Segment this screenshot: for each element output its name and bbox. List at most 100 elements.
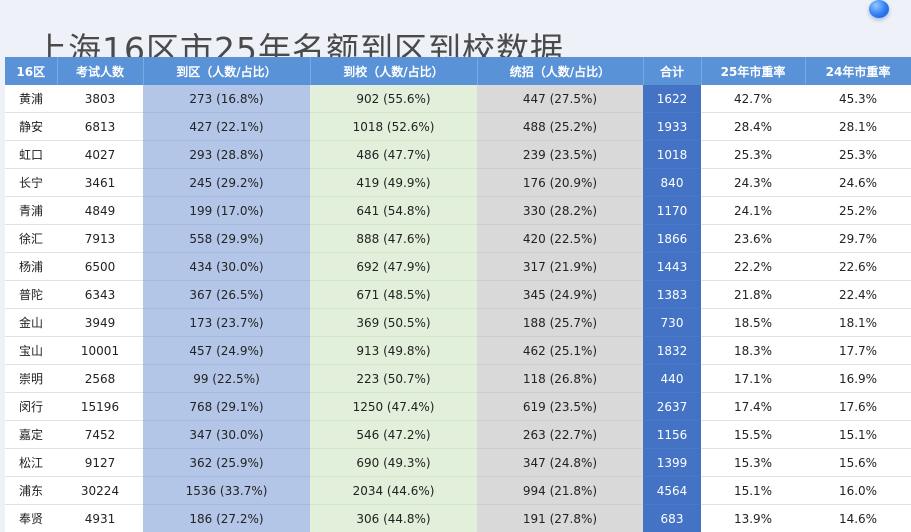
table-body: 黄浦 3803 273 (16.8%) 902 (55.6%) 447 (27.5%) 1… (5, 85, 911, 532)
rate-24-cell: 24.6% (805, 168, 911, 197)
unified-cell: 191 (27.8%) (477, 504, 643, 532)
table-row: 杨浦 6500 434 (30.0%) 692 (47.9%) 317 (21.9%) 1… (5, 252, 911, 281)
district-cell: 崇明 (5, 364, 57, 393)
unified-cell: 239 (23.5%) (477, 140, 643, 169)
district-cell: 宝山 (5, 336, 57, 365)
to-school-cell: 671 (48.5%) (310, 280, 477, 309)
district-cell: 黄浦 (5, 85, 57, 113)
table-header-row: 16区 考试人数 到区（人数/占比） 到校（人数/占比） 统招（人数/占比） 合… (5, 57, 911, 85)
to-school-cell: 641 (54.8%) (310, 196, 477, 225)
to-district-cell: 293 (28.8%) (143, 140, 310, 169)
to-district-cell: 362 (25.9%) (143, 448, 310, 477)
to-school-cell: 369 (50.5%) (310, 308, 477, 337)
to-district-cell: 457 (24.9%) (143, 336, 310, 365)
unified-cell: 447 (27.5%) (477, 85, 643, 113)
total-cell: 1443 (643, 252, 701, 281)
unified-cell: 619 (23.5%) (477, 392, 643, 421)
rate-25-cell: 15.1% (701, 476, 805, 505)
to-school-cell: 419 (49.9%) (310, 168, 477, 197)
rate-25-cell: 23.6% (701, 224, 805, 253)
rate-24-cell: 16.0% (805, 476, 911, 505)
to-school-cell: 692 (47.9%) (310, 252, 477, 281)
rate-25-cell: 17.1% (701, 364, 805, 393)
quota-table: 16区 考试人数 到区（人数/占比） 到校（人数/占比） 统招（人数/占比） 合… (5, 57, 911, 532)
exam-count-cell: 6813 (57, 112, 143, 141)
table-row: 闵行 15196 768 (29.1%) 1250 (47.4%) 619 (23.5%… (5, 392, 911, 421)
exam-count-cell: 6343 (57, 280, 143, 309)
rate-25-cell: 15.3% (701, 448, 805, 477)
rate-25-cell: 28.4% (701, 112, 805, 141)
header-district: 16区 (5, 57, 58, 85)
table-row: 宝山 10001 457 (24.9%) 913 (49.8%) 462 (25.1%)… (5, 336, 911, 365)
district-cell: 长宁 (5, 168, 57, 197)
district-cell: 金山 (5, 308, 57, 337)
to-district-cell: 186 (27.2%) (143, 504, 310, 532)
total-cell: 1832 (643, 336, 701, 365)
rate-24-cell: 22.4% (805, 280, 911, 309)
total-cell: 1866 (643, 224, 701, 253)
district-cell: 杨浦 (5, 252, 57, 281)
table-row: 浦东 30224 1536 (33.7%) 2034 (44.6%) 994 (21.8… (5, 476, 911, 505)
exam-count-cell: 3461 (57, 168, 143, 197)
header-unified: 统招（人数/占比） (477, 57, 644, 85)
exam-count-cell: 7452 (57, 420, 143, 449)
to-school-cell: 888 (47.6%) (310, 224, 477, 253)
total-cell: 1170 (643, 196, 701, 225)
rate-24-cell: 45.3% (805, 85, 911, 113)
exam-count-cell: 3803 (57, 85, 143, 113)
to-school-cell: 486 (47.7%) (310, 140, 477, 169)
unified-cell: 347 (24.8%) (477, 448, 643, 477)
total-cell: 683 (643, 504, 701, 532)
rate-25-cell: 24.1% (701, 196, 805, 225)
rate-24-cell: 18.1% (805, 308, 911, 337)
to-district-cell: 768 (29.1%) (143, 392, 310, 421)
unified-cell: 420 (22.5%) (477, 224, 643, 253)
rate-24-cell: 25.2% (805, 196, 911, 225)
district-cell: 普陀 (5, 280, 57, 309)
exam-count-cell: 3949 (57, 308, 143, 337)
rate-25-cell: 18.3% (701, 336, 805, 365)
district-cell: 虹口 (5, 140, 57, 169)
total-cell: 440 (643, 364, 701, 393)
data-table-container: 16区 考试人数 到区（人数/占比） 到校（人数/占比） 统招（人数/占比） 合… (5, 57, 911, 532)
unified-cell: 188 (25.7%) (477, 308, 643, 337)
table-row: 普陀 6343 367 (26.5%) 671 (48.5%) 345 (24.9%) 1… (5, 280, 911, 309)
total-cell: 1018 (643, 140, 701, 169)
rate-24-cell: 28.1% (805, 112, 911, 141)
total-cell: 1399 (643, 448, 701, 477)
header-to-school: 到校（人数/占比） (310, 57, 478, 85)
rate-24-cell: 17.6% (805, 392, 911, 421)
to-district-cell: 427 (22.1%) (143, 112, 310, 141)
to-school-cell: 1018 (52.6%) (310, 112, 477, 141)
exam-count-cell: 15196 (57, 392, 143, 421)
total-cell: 1933 (643, 112, 701, 141)
table-row: 松江 9127 362 (25.9%) 690 (49.3%) 347 (24.8%) 1… (5, 448, 911, 477)
to-school-cell: 546 (47.2%) (310, 420, 477, 449)
rate-25-cell: 25.3% (701, 140, 805, 169)
table-row: 虹口 4027 293 (28.8%) 486 (47.7%) 239 (23.5%) 1… (5, 140, 911, 169)
header-rate-25: 25年市重率 (701, 57, 806, 85)
to-district-cell: 199 (17.0%) (143, 196, 310, 225)
unified-cell: 462 (25.1%) (477, 336, 643, 365)
to-district-cell: 99 (22.5%) (143, 364, 310, 393)
table-row: 奉贤 4931 186 (27.2%) 306 (44.8%) 191 (27.8%) 6… (5, 504, 911, 532)
exam-count-cell: 4027 (57, 140, 143, 169)
unified-cell: 330 (28.2%) (477, 196, 643, 225)
district-cell: 浦东 (5, 476, 57, 505)
exam-count-cell: 10001 (57, 336, 143, 365)
to-school-cell: 690 (49.3%) (310, 448, 477, 477)
to-school-cell: 1250 (47.4%) (310, 392, 477, 421)
rate-25-cell: 21.8% (701, 280, 805, 309)
district-cell: 奉贤 (5, 504, 57, 532)
rate-24-cell: 22.6% (805, 252, 911, 281)
table-row: 嘉定 7452 347 (30.0%) 546 (47.2%) 263 (22.7%) 1… (5, 420, 911, 449)
district-cell: 徐汇 (5, 224, 57, 253)
rate-25-cell: 22.2% (701, 252, 805, 281)
unified-cell: 118 (26.8%) (477, 364, 643, 393)
exam-count-cell: 7913 (57, 224, 143, 253)
table-row: 金山 3949 173 (23.7%) 369 (50.5%) 188 (25.7%) 7… (5, 308, 911, 337)
to-district-cell: 273 (16.8%) (143, 85, 310, 113)
to-school-cell: 913 (49.8%) (310, 336, 477, 365)
table-row: 崇明 2568 99 (22.5%) 223 (50.7%) 118 (26.8%) 44… (5, 364, 911, 393)
to-district-cell: 434 (30.0%) (143, 252, 310, 281)
